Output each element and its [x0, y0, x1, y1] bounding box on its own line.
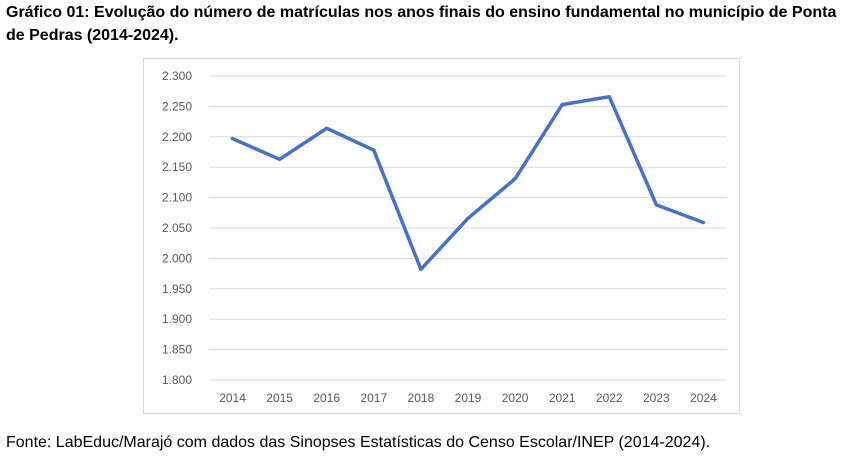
data-point-2015 [278, 157, 282, 161]
data-point-2022 [607, 95, 611, 99]
y-tick-label: 1.850 [162, 343, 192, 357]
x-tick-label: 2018 [408, 391, 435, 405]
data-point-2023 [654, 203, 658, 207]
x-tick-label: 2016 [313, 391, 340, 405]
data-point-2020 [513, 177, 517, 181]
data-point-2016 [325, 126, 329, 130]
y-tick-label: 2.300 [162, 69, 192, 83]
x-tick-label: 2020 [502, 391, 529, 405]
y-tick-label: 2.100 [162, 191, 192, 205]
series-line-0 [230, 94, 706, 272]
x-tick-label: 2022 [596, 391, 623, 405]
y-tick-label: 2.250 [162, 99, 192, 113]
chart-title: Gráfico 01: Evolução do número de matríc… [6, 4, 837, 44]
x-tick-label: 2014 [219, 391, 246, 405]
y-tick-label: 1.900 [162, 312, 192, 326]
data-point-2019 [466, 216, 470, 220]
x-tick-label: 2015 [266, 391, 293, 405]
data-point-2024 [701, 221, 705, 225]
gridlines [209, 75, 727, 381]
y-tick-label: 2.200 [162, 130, 192, 144]
data-point-2017 [372, 148, 376, 152]
x-tick-label: 2019 [455, 391, 482, 405]
line-chart: 1.800 1.850 1.900 1.950 2.000 2.050 2.100 2.150… [162, 69, 727, 405]
x-tick-label: 2017 [360, 391, 387, 405]
y-tick-label: 1.800 [162, 373, 192, 387]
y-tick-label: 2.050 [162, 221, 192, 235]
data-point-2014 [231, 137, 235, 141]
x-tick-label: 2021 [549, 391, 576, 405]
x-tick-label: 2023 [643, 391, 670, 405]
y-axis-tick-labels: 1.800 1.850 1.900 1.950 2.000 2.050 2.100 2.150… [162, 69, 192, 387]
data-point-2018 [419, 267, 423, 271]
source-note: Fonte: LabEduc/Marajó com dados das Sino… [6, 434, 711, 451]
y-tick-label: 2.150 [162, 160, 192, 174]
y-tick-label: 2.000 [162, 251, 192, 265]
series-layer [230, 94, 706, 272]
x-tick-label: 2024 [690, 391, 717, 405]
x-axis-tick-labels: 2014 2015 2016 2017 2018 2019 2020 2021 2022 2023… [219, 391, 717, 405]
y-tick-label: 1.950 [162, 282, 192, 296]
chart-area: 1.800 1.850 1.900 1.950 2.000 2.050 2.100 2.150… [143, 58, 740, 414]
data-point-2021 [560, 103, 564, 107]
